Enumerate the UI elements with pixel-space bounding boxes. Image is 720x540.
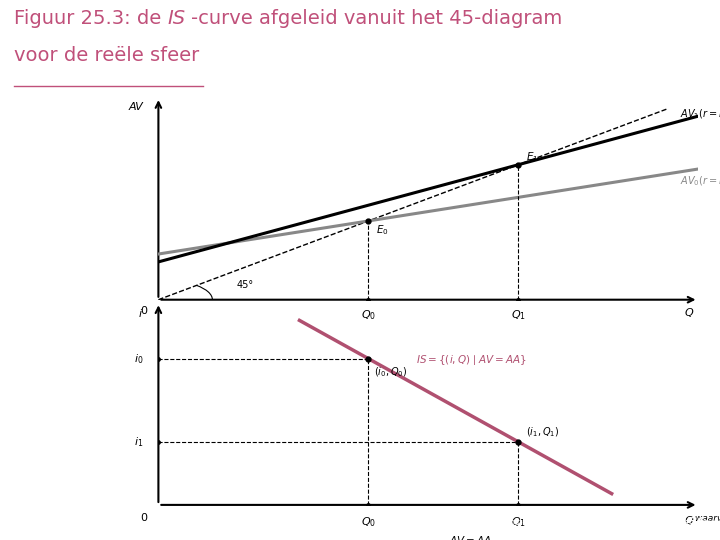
Text: Q: Q [685, 308, 694, 318]
Text: 0: 0 [140, 513, 147, 523]
Text: $AV_1(r = i_1)$: $AV_1(r = i_1)$ [680, 107, 720, 121]
Text: IS: IS [168, 9, 186, 28]
Text: André Decoster & Erwin Ooghe [red.] |  Universitate Pers Leuven: André Decoster & Erwin Ooghe [red.] | Un… [468, 518, 720, 527]
Text: $(i_0,Q_0)$: $(i_0,Q_0)$ [374, 366, 408, 379]
Text: $AV = AA$: $AV = AA$ [449, 534, 492, 540]
Text: Figuur 25.3: de: Figuur 25.3: de [14, 9, 168, 28]
Text: $Q_0$: $Q_0$ [361, 309, 376, 322]
Text: -curve afgeleid vanuit het 45-diagram: -curve afgeleid vanuit het 45-diagram [191, 9, 562, 28]
Text: $i_1$: $i_1$ [134, 435, 143, 449]
Text: 8/36: 8/36 [678, 517, 706, 528]
Text: 0: 0 [140, 306, 147, 316]
Text: $Q_1$: $Q_1$ [511, 309, 526, 322]
Text: $i$: $i$ [138, 307, 143, 319]
Text: $Q_0$: $Q_0$ [361, 515, 376, 529]
Text: $AV_0(r = i_0)$: $AV_0(r = i_0)$ [680, 175, 720, 188]
Text: 25 – Het IS LM-model: 25 – Het IS LM-model [252, 518, 346, 527]
Text: waarvoor: waarvoor [693, 514, 720, 523]
Text: voor de reële sfeer: voor de reële sfeer [14, 46, 199, 65]
Text: $Q_1$: $Q_1$ [511, 515, 526, 529]
Text: $E_1$: $E_1$ [526, 150, 538, 164]
Text: $E_0$: $E_0$ [376, 223, 388, 237]
Text: AV: AV [129, 102, 143, 112]
Text: $(i_1,Q_1)$: $(i_1,Q_1)$ [526, 425, 559, 438]
Text: $Q$: $Q$ [684, 514, 695, 527]
Text: Economie, een inleiding 2017: Economie, een inleiding 2017 [7, 518, 142, 527]
Text: $IS = \{(i,Q) \mid AV = AA\}$: $IS = \{(i,Q) \mid AV = AA\}$ [416, 353, 528, 367]
Text: $i_0$: $i_0$ [134, 352, 143, 366]
Text: 45°: 45° [236, 280, 253, 289]
